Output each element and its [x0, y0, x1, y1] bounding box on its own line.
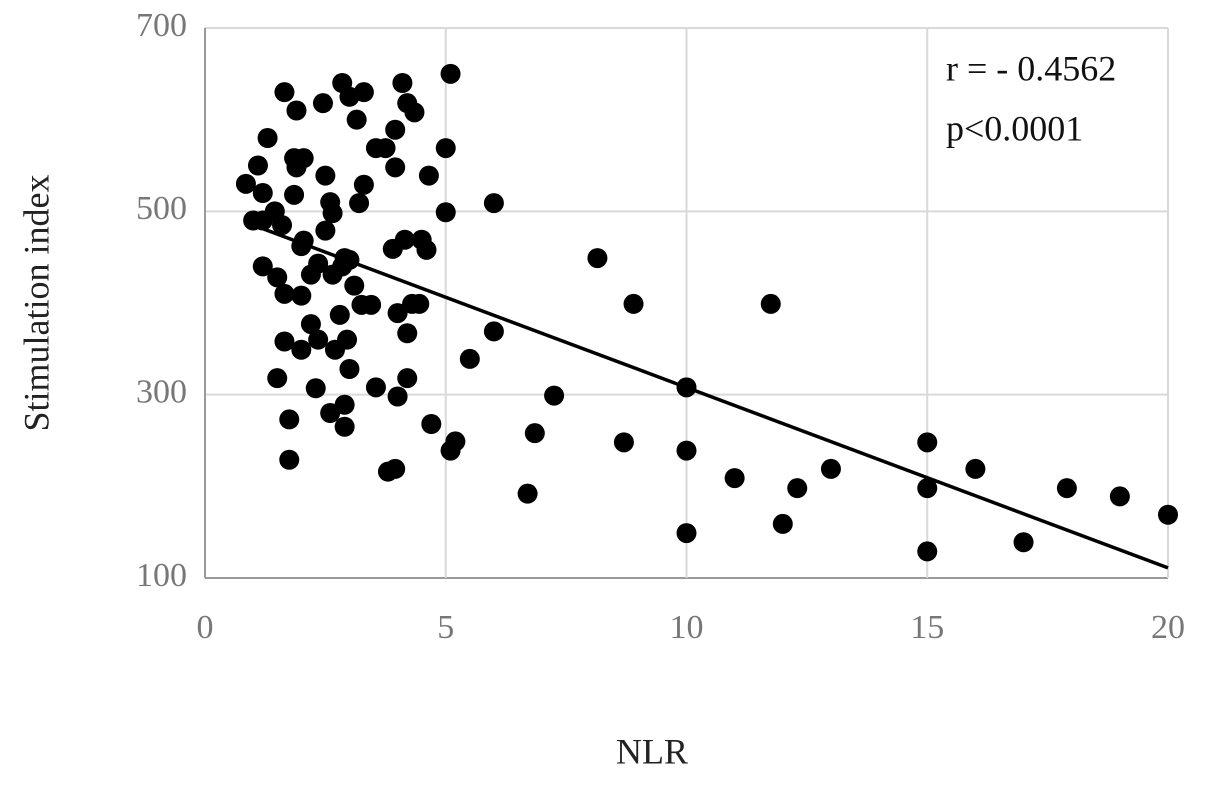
point	[676, 523, 697, 544]
point	[267, 267, 288, 288]
point	[517, 483, 538, 504]
point	[385, 119, 406, 140]
point	[274, 283, 295, 304]
point	[917, 432, 938, 453]
x-tick-label: 5	[437, 609, 454, 646]
point	[252, 183, 273, 203]
y-axis-title: Stimulation index	[16, 175, 56, 432]
point	[346, 109, 367, 130]
point	[235, 173, 256, 194]
annotation: p<0.0001	[946, 108, 1083, 148]
point	[286, 157, 307, 178]
point	[300, 314, 321, 335]
point	[387, 303, 408, 324]
y-tick-label: 100	[136, 557, 187, 594]
point	[917, 541, 938, 562]
point	[308, 329, 329, 350]
point	[787, 478, 808, 499]
point	[483, 321, 504, 342]
point	[421, 414, 442, 434]
point	[334, 416, 355, 437]
point	[409, 293, 430, 314]
point	[440, 440, 461, 461]
point	[1013, 532, 1034, 553]
point	[435, 202, 456, 223]
point	[361, 294, 382, 315]
point	[772, 513, 793, 534]
point	[587, 248, 608, 269]
point	[440, 63, 461, 84]
point	[385, 458, 406, 479]
point	[387, 386, 408, 407]
point	[459, 348, 480, 369]
point	[284, 184, 305, 205]
point	[349, 193, 370, 214]
point	[375, 138, 396, 159]
point	[308, 253, 329, 274]
point	[337, 329, 358, 350]
point	[344, 275, 365, 296]
y-tick-label: 700	[136, 7, 187, 44]
point	[760, 293, 781, 314]
point	[305, 378, 326, 399]
annotation: r = - 0.4562	[946, 48, 1116, 88]
point	[385, 157, 406, 178]
trend-line	[252, 223, 1169, 570]
point	[676, 440, 697, 461]
point	[524, 423, 545, 444]
point	[315, 220, 336, 241]
x-tick-label: 0	[197, 609, 214, 646]
point	[291, 285, 312, 306]
point	[416, 239, 437, 260]
x-axis-title: NLR	[616, 731, 688, 771]
point	[394, 229, 415, 250]
point	[274, 82, 295, 103]
point	[286, 100, 307, 121]
y-tick-label: 300	[136, 373, 187, 410]
point	[252, 256, 273, 277]
point	[724, 468, 745, 489]
point	[917, 478, 938, 499]
x-tick-label: 20	[1151, 609, 1185, 646]
point	[1109, 486, 1130, 507]
point	[315, 165, 336, 186]
point	[365, 377, 386, 398]
point	[353, 82, 374, 103]
point	[397, 323, 418, 344]
point	[1056, 478, 1077, 499]
point	[392, 73, 413, 93]
point	[267, 368, 288, 389]
point	[397, 368, 418, 389]
point	[279, 409, 300, 430]
point	[274, 331, 295, 352]
point	[483, 193, 504, 214]
point	[418, 165, 439, 186]
point	[1158, 504, 1178, 525]
point	[247, 155, 268, 176]
point	[312, 93, 333, 114]
point	[257, 128, 278, 148]
point	[404, 102, 425, 123]
point	[329, 304, 350, 325]
point	[965, 458, 986, 479]
point	[820, 458, 841, 479]
x-tick-label: 15	[910, 609, 944, 646]
point	[291, 339, 312, 360]
y-tick-label: 500	[136, 190, 187, 227]
point	[435, 138, 456, 159]
x-tick-label: 10	[670, 609, 704, 646]
point	[334, 394, 355, 415]
point	[339, 359, 360, 379]
point	[322, 203, 343, 224]
point	[623, 293, 644, 314]
point	[279, 449, 300, 470]
point	[353, 174, 374, 195]
point	[272, 215, 293, 236]
point	[544, 385, 565, 406]
point	[613, 432, 634, 453]
